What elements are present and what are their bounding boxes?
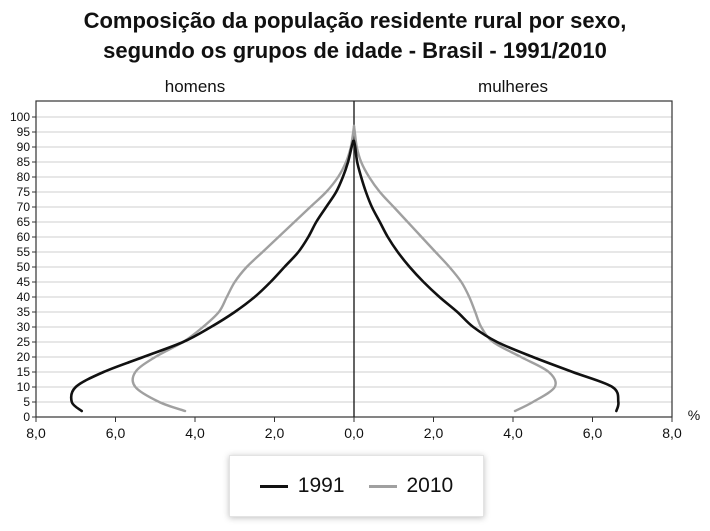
side-label-men: homens <box>165 77 225 96</box>
population-pyramid-chart: 0510152025303540455055606570758085909510… <box>0 0 710 450</box>
legend-item-1991: 1991 <box>260 474 345 498</box>
x-tick-label-2: 4,0 <box>185 425 205 441</box>
x-tick-label-5: 2,0 <box>424 425 444 441</box>
y-tick-label-40: 40 <box>17 290 31 304</box>
y-tick-label-65: 65 <box>17 215 31 229</box>
legend-label-1991: 1991 <box>298 474 345 498</box>
legend-item-2010: 2010 <box>369 474 454 498</box>
x-tick-label-1: 6,0 <box>106 425 126 441</box>
y-tick-label-45: 45 <box>17 275 31 289</box>
y-tick-label-80: 80 <box>17 170 31 184</box>
x-unit-label: % <box>688 407 700 423</box>
legend: 1991 2010 <box>229 455 484 517</box>
side-label-women: mulheres <box>478 77 548 96</box>
y-tick-label-20: 20 <box>17 350 31 364</box>
series-1991-women-line <box>354 141 618 411</box>
x-tick-label-8: 8,0 <box>662 425 682 441</box>
y-tick-label-0: 0 <box>23 410 30 424</box>
x-tick-label-7: 6,0 <box>583 425 603 441</box>
x-tick-label-3: 2,0 <box>265 425 285 441</box>
y-tick-label-75: 75 <box>17 185 31 199</box>
x-tick-label-4: 0,0 <box>344 425 364 441</box>
y-tick-label-95: 95 <box>17 125 31 139</box>
y-tick-label-90: 90 <box>17 140 31 154</box>
y-tick-label-85: 85 <box>17 155 31 169</box>
y-tick-label-30: 30 <box>17 320 31 334</box>
y-tick-label-70: 70 <box>17 200 31 214</box>
y-tick-label-55: 55 <box>17 245 31 259</box>
x-tick-label-0: 8,0 <box>26 425 46 441</box>
y-tick-label-10: 10 <box>17 380 31 394</box>
series-2010-women-line <box>354 126 556 411</box>
y-tick-label-50: 50 <box>17 260 31 274</box>
series-1991-men-line <box>71 141 353 411</box>
series-2010-men-line <box>133 126 354 411</box>
y-tick-label-100: 100 <box>10 110 30 124</box>
y-tick-label-35: 35 <box>17 305 31 319</box>
x-tick-label-6: 4,0 <box>503 425 523 441</box>
y-tick-label-60: 60 <box>17 230 31 244</box>
legend-swatch-1991 <box>260 485 288 488</box>
y-tick-label-15: 15 <box>17 365 31 379</box>
y-tick-label-25: 25 <box>17 335 31 349</box>
legend-swatch-2010 <box>369 485 397 488</box>
legend-label-2010: 2010 <box>407 474 454 498</box>
y-tick-label-5: 5 <box>23 395 30 409</box>
